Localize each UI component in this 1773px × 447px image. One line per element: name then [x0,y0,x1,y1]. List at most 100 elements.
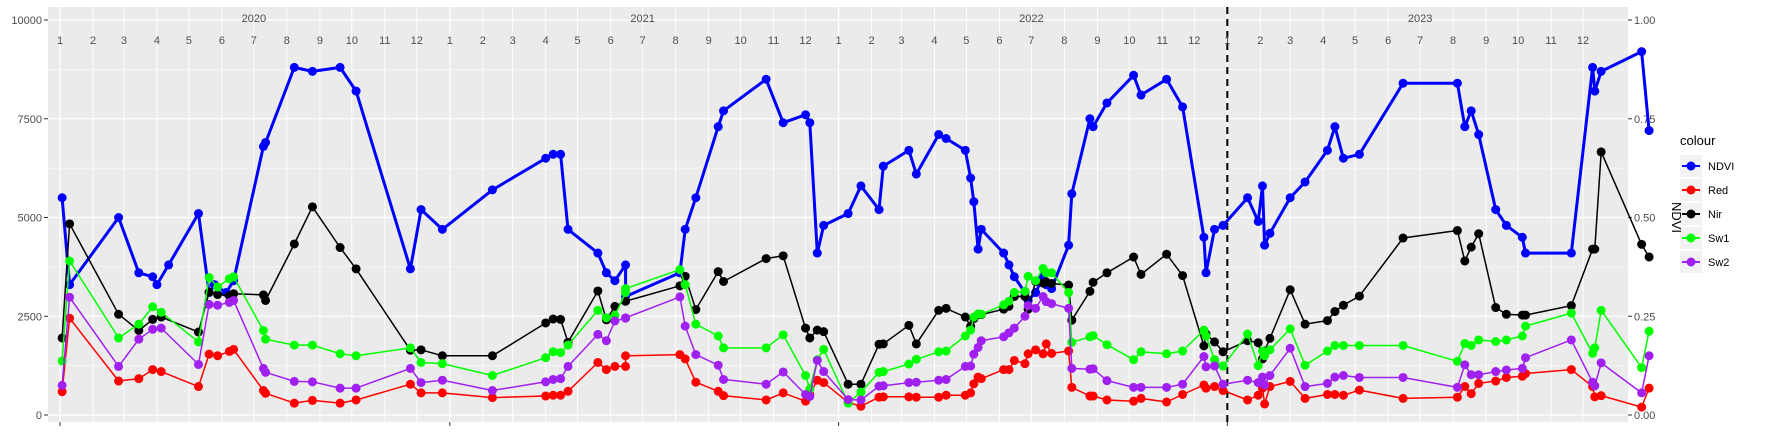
data-point-ndvi [1067,189,1077,199]
data-point-ndvi [1330,122,1340,132]
data-point-sw1 [1064,288,1074,298]
data-point-red [1047,348,1057,358]
month-label: 4 [1320,35,1326,47]
data-point-ndvi [1178,102,1188,112]
legend-key-point [1686,233,1696,243]
data-point-nir [1136,269,1146,279]
data-point-nir [1590,244,1600,254]
data-point-sw1 [548,347,558,357]
data-point-red [1260,399,1270,409]
y-left-tick-label: 0 [36,410,42,422]
data-point-sw1 [261,334,271,344]
data-point-sw2 [1023,301,1033,311]
data-point-ndvi [911,169,921,179]
data-point-nir [1452,226,1462,236]
data-point-ndvi [1129,70,1139,80]
data-point-red [148,365,158,375]
data-point-sw1 [1338,340,1348,350]
data-point-red [1596,391,1606,401]
data-point-sw1 [351,351,361,361]
data-point-sw2 [1285,343,1295,353]
data-point-ndvi [152,280,162,290]
data-point-red [1466,389,1476,399]
data-point-sw1 [1644,326,1654,336]
data-point-ndvi [719,106,729,116]
data-point-sw2 [966,361,976,371]
data-point-sw1 [1260,351,1270,361]
data-point-red [416,388,426,398]
data-point-ndvi [289,62,299,72]
data-point-red [1009,355,1019,365]
data-point-ndvi [1596,66,1606,76]
month-label: 9 [1483,35,1489,47]
data-point-ndvi [1243,193,1253,203]
data-point-ndvi [966,173,976,183]
data-point-nir [1474,229,1484,239]
data-point-sw2 [1501,365,1511,375]
data-point-nir [1596,147,1606,157]
data-point-nir [1491,303,1501,313]
data-point-sw1 [487,371,497,380]
data-point-sw1 [819,344,829,354]
data-point-sw2 [487,386,497,396]
data-point-sw1 [675,265,685,275]
data-point-red [911,392,921,402]
data-point-ndvi [1588,62,1598,72]
data-point-sw2 [1260,380,1270,390]
data-point-ndvi [1009,272,1019,282]
legend: colour NDVI Red Nir Sw1 Sw2 [1680,133,1734,273]
data-point-nir [1322,316,1332,326]
data-point-ndvi [934,130,944,140]
data-point-sw2 [1020,311,1030,321]
data-point-red [1637,402,1647,412]
data-point-sw1 [156,307,166,317]
data-point-ndvi [541,153,551,163]
data-point-sw1 [966,325,976,335]
data-point-nir [437,351,447,361]
data-point-sw2 [621,313,631,323]
month-label: 6 [1385,35,1391,47]
legend-key-point [1686,257,1696,267]
data-point-ndvi [1257,181,1267,191]
data-point-ndvi [405,264,415,274]
data-point-sw2 [289,376,299,386]
data-point-ndvi [1590,86,1600,96]
month-label: 10 [734,35,746,47]
legend-key-point [1686,161,1696,171]
data-point-sw1 [289,340,299,350]
data-point-ndvi [761,74,771,84]
data-point-ndvi [1260,240,1270,250]
data-point-nir [1102,268,1112,278]
data-point-sw2 [1243,375,1253,385]
data-point-ndvi [593,248,603,258]
month-label: 8 [1450,35,1456,47]
data-point-sw1 [878,367,888,377]
data-point-ndvi [1501,220,1511,230]
data-point-nir [805,333,815,343]
data-point-nir [541,318,551,328]
data-point-sw1 [1009,288,1019,298]
data-point-sw2 [548,374,558,384]
data-point-red [976,374,986,384]
data-point-sw1 [1004,296,1014,306]
data-point-ndvi [1517,232,1527,242]
data-point-red [1067,382,1077,392]
data-point-sw2 [65,292,75,302]
data-point-red [1285,376,1295,386]
month-label: 12 [799,35,811,47]
month-label: 9 [317,35,323,47]
data-point-sw2 [1338,371,1348,380]
data-point-sw1 [1596,305,1606,315]
data-point-sw1 [1354,340,1364,350]
data-point-red [1330,389,1340,399]
data-point-nir [1644,252,1654,262]
data-point-red [1218,386,1228,396]
data-point-sw1 [204,273,214,283]
data-point-red [1201,383,1211,393]
data-point-nir [843,379,853,389]
month-label: 11 [1157,35,1168,47]
month-label: 10 [1123,35,1135,47]
data-point-sw1 [1210,355,1220,365]
data-point-sw1 [1590,343,1600,353]
data-point-ndvi [556,149,566,159]
